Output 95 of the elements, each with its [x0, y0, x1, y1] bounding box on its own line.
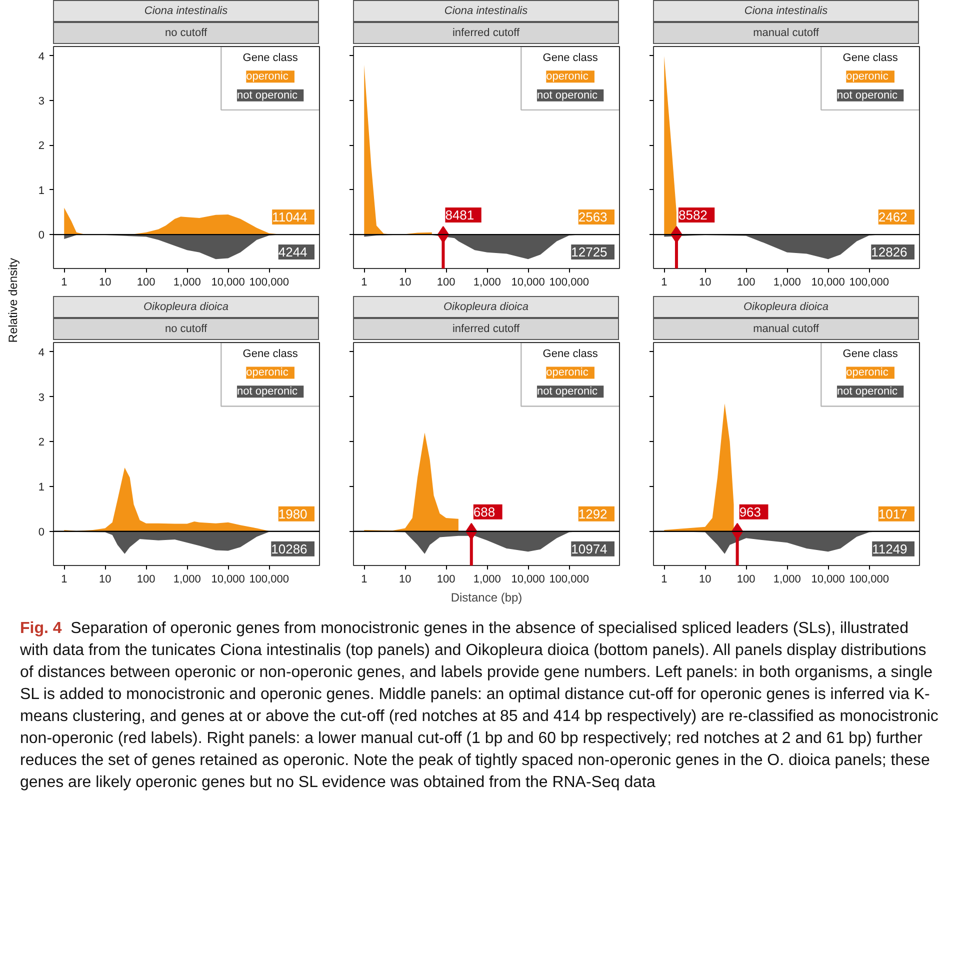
- text: not operonic: [236, 386, 298, 398]
- x-tick-label: 1: [361, 574, 368, 586]
- text: not operonic: [536, 386, 598, 398]
- y-tick-label: 1: [38, 482, 45, 494]
- annotation: 1017: [878, 506, 908, 522]
- x-tick-label: 100,000: [549, 276, 589, 288]
- x-tick-label: 10: [699, 574, 712, 586]
- annotation: 1292: [578, 506, 608, 522]
- y-tick-label: 0: [38, 230, 45, 242]
- y-axis-title: Relative density: [5, 258, 21, 342]
- text: not operonic: [536, 89, 598, 102]
- chart-subtitle: inferred cutoff: [353, 318, 619, 340]
- chart-subtitle: inferred cutoff: [353, 22, 619, 44]
- x-tick-label: 10,000: [811, 574, 845, 586]
- chart-subtitle: manual cutoff: [653, 318, 919, 340]
- x-tick-label: 1,000: [173, 574, 201, 586]
- y-tick-label: 1: [38, 184, 45, 197]
- y-tick-label: 2: [38, 140, 45, 152]
- y-tick-label: 3: [38, 96, 45, 108]
- x-tick-label: 1: [361, 276, 368, 288]
- annotation: 10286: [271, 541, 308, 556]
- chart-title: Ciona intestinalis: [53, 0, 319, 22]
- x-tick-label: 10: [699, 276, 712, 288]
- annotation: 12725: [571, 244, 608, 260]
- chart-title: Ciona intestinalis: [653, 0, 919, 22]
- caption: Fig. 4: [20, 620, 62, 637]
- x-tick-label: 100,000: [849, 574, 889, 586]
- annotation: 1980: [278, 506, 308, 522]
- chart-title: Oikopleura dioica: [353, 296, 619, 318]
- chart-subtitle: manual cutoff: [653, 22, 919, 44]
- chart-subtitle: no cutoff: [53, 22, 319, 44]
- annotation: 963: [739, 504, 762, 520]
- text: not operonic: [236, 89, 298, 102]
- y-tick-label: 2: [38, 436, 45, 449]
- annotation: 2462: [878, 210, 908, 225]
- y-tick-label: 3: [38, 392, 45, 404]
- x-tick-label: 100,000: [249, 574, 289, 586]
- x-tick-label: 10,000: [511, 276, 545, 288]
- chart-subtitle: no cutoff: [53, 318, 319, 340]
- annotation: 8582: [678, 208, 708, 223]
- legend-title: Gene class: [242, 52, 298, 64]
- x-tick-label: 10: [99, 574, 112, 586]
- x-tick-label: 1: [661, 574, 668, 586]
- x-tick-label: 1,000: [773, 276, 801, 288]
- text: operonic: [846, 366, 889, 379]
- y-tick-label: 4: [38, 50, 45, 63]
- text: not operonic: [836, 89, 898, 102]
- x-tick-label: 10,000: [211, 574, 245, 586]
- x-axis-title: Distance (bp): [450, 590, 522, 604]
- x-tick-label: 100,000: [249, 276, 289, 288]
- x-tick-label: 1: [661, 276, 668, 288]
- x-tick-label: 1,000: [473, 276, 501, 288]
- text: operonic: [846, 70, 889, 83]
- x-tick-label: 10,000: [511, 574, 545, 586]
- text: operonic: [246, 366, 289, 379]
- text: operonic: [546, 366, 589, 379]
- x-tick-label: 100: [136, 276, 156, 288]
- y-tick-label: 0: [38, 526, 45, 538]
- legend-title: Gene class: [542, 52, 598, 64]
- x-tick-label: 10: [99, 276, 112, 288]
- annotation: 4244: [278, 244, 308, 260]
- annotation: 2563: [578, 210, 608, 225]
- text: operonic: [246, 70, 289, 83]
- x-tick-label: 100: [736, 276, 756, 288]
- chart-title: Ciona intestinalis: [353, 0, 619, 22]
- legend-title: Gene class: [842, 52, 898, 64]
- x-tick-label: 100: [436, 574, 456, 586]
- chart-title: Oikopleura dioica: [53, 296, 319, 318]
- x-tick-label: 10,000: [811, 276, 845, 288]
- chart-title: Oikopleura dioica: [653, 296, 919, 318]
- x-tick-label: 1,000: [473, 574, 501, 586]
- x-tick-label: 1: [61, 574, 68, 586]
- legend-title: Gene class: [242, 348, 298, 360]
- annotation: 10974: [571, 541, 608, 556]
- x-tick-label: 1,000: [773, 574, 801, 586]
- x-tick-label: 100: [136, 574, 156, 586]
- x-tick-label: 1,000: [173, 276, 201, 288]
- text: operonic: [546, 70, 589, 83]
- text: not operonic: [836, 386, 898, 398]
- annotation: 11249: [872, 541, 908, 556]
- annotation: 8481: [445, 208, 474, 223]
- x-tick-label: 100: [736, 574, 756, 586]
- legend-title: Gene class: [542, 348, 598, 360]
- y-tick-label: 4: [38, 346, 45, 359]
- x-tick-label: 10: [399, 276, 412, 288]
- x-tick-label: 10,000: [211, 276, 245, 288]
- x-tick-label: 10: [399, 574, 412, 586]
- legend-title: Gene class: [842, 348, 898, 360]
- annotation: 688: [473, 504, 496, 520]
- x-tick-label: 100: [436, 276, 456, 288]
- annotation: 11044: [272, 210, 308, 225]
- x-tick-label: 100,000: [549, 574, 589, 586]
- x-tick-label: 100,000: [849, 276, 889, 288]
- x-tick-label: 1: [61, 276, 68, 288]
- annotation: 12826: [871, 244, 908, 260]
